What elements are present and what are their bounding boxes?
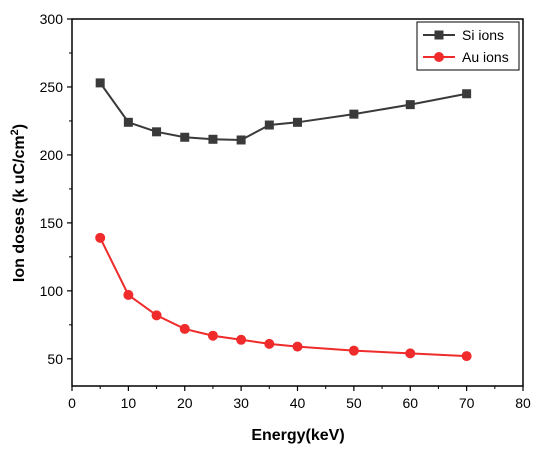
y-axis-title-main: Ion doses (k uC/cm	[11, 135, 28, 282]
y-axis-title-tail: )	[11, 124, 28, 129]
legend-item-au-ions: Au ions	[423, 49, 509, 65]
legend-marker-si-ions	[434, 30, 444, 40]
data-point-au-ions	[461, 351, 472, 362]
y-tick-label: 200	[40, 147, 64, 163]
x-tick-label: 80	[515, 395, 531, 411]
x-tick-label: 50	[346, 395, 362, 411]
data-point-au-ions	[95, 232, 106, 243]
data-point-au-ions	[292, 341, 303, 352]
data-point-au-ions	[348, 345, 359, 356]
data-point-au-ions	[236, 334, 247, 345]
y-tick-label: 100	[40, 283, 64, 299]
data-point-si-ions	[293, 117, 302, 127]
data-point-si-ions	[264, 120, 274, 130]
plot-border	[71, 18, 524, 387]
plot-frame	[71, 18, 524, 387]
x-tick-label: 10	[121, 395, 137, 411]
series-layer	[95, 78, 472, 362]
x-tick-label: 30	[233, 395, 249, 411]
data-point-si-ions	[208, 134, 218, 144]
legend: Si ions Au ions	[416, 21, 520, 71]
series-si-ions	[95, 78, 472, 145]
legend-label-au-ions: Au ions	[462, 49, 509, 65]
y-tick-label: 150	[40, 215, 64, 231]
y-axis: 50 100 150 200 250 300	[40, 11, 72, 367]
data-point-si-ions	[405, 100, 415, 110]
data-point-au-ions	[151, 310, 162, 321]
y-axis-title: Ion doses (k uC/cm2)	[9, 124, 28, 282]
legend-box	[416, 21, 520, 71]
x-tick-label: 70	[459, 395, 475, 411]
x-tick-label: 20	[177, 395, 193, 411]
data-point-si-ions	[236, 135, 246, 145]
data-point-si-ions	[180, 132, 190, 142]
data-point-au-ions	[405, 348, 416, 359]
legend-item-si-ions: Si ions	[423, 27, 504, 43]
series-au-ions	[95, 232, 472, 362]
x-tick-label: 0	[68, 395, 76, 411]
data-point-si-ions	[95, 78, 105, 88]
x-axis: 0 10 20 30 40 50 60 70 80	[68, 386, 531, 411]
data-point-au-ions	[207, 330, 218, 341]
x-axis-title: Energy(keV)	[251, 427, 344, 444]
data-point-au-ions	[123, 289, 134, 300]
x-tick-label: 60	[402, 395, 418, 411]
x-tick-label: 40	[290, 395, 306, 411]
data-point-si-ions	[123, 117, 133, 127]
data-point-si-ions	[349, 109, 359, 119]
data-point-si-ions	[462, 89, 472, 99]
y-axis-title-superscript: 2	[9, 129, 21, 135]
legend-label-si-ions: Si ions	[462, 27, 504, 43]
y-tick-label: 50	[47, 351, 63, 367]
data-point-si-ions	[152, 127, 162, 137]
data-point-au-ions	[179, 323, 190, 334]
legend-marker-au-ions	[434, 52, 444, 62]
data-point-au-ions	[264, 338, 275, 349]
y-tick-label: 250	[40, 79, 64, 95]
series-line-au-ions	[99, 237, 467, 358]
y-tick-label: 300	[40, 11, 64, 27]
